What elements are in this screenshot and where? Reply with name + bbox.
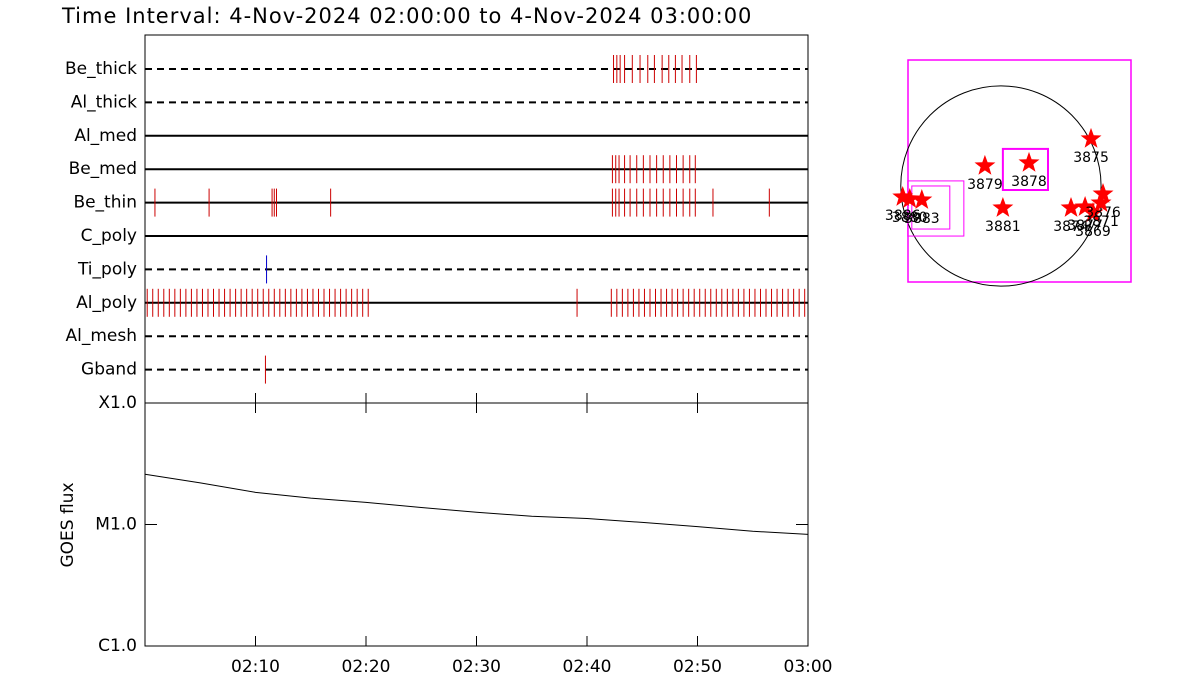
- y-tick-label: X1.0: [98, 393, 137, 413]
- region-label: 3877: [1067, 218, 1103, 234]
- region-label: 3878: [1011, 174, 1047, 190]
- row-label: Gband: [81, 360, 137, 380]
- region-label: 3875: [1073, 150, 1109, 166]
- fov-box: [911, 185, 951, 230]
- row-label: Ti_poly: [77, 259, 137, 279]
- fov-box: [1001, 147, 1049, 191]
- region-label: 3886: [885, 208, 921, 224]
- region-label: 3869: [1075, 224, 1111, 240]
- x-tick-label: 02:20: [342, 657, 391, 677]
- region-label: 3881: [985, 219, 1021, 235]
- y-axis-label: GOES flux: [58, 482, 78, 567]
- region-star: [974, 154, 996, 175]
- goes-line: [144, 473, 809, 535]
- row-label: Be_med: [69, 159, 137, 179]
- region-label: 3879: [967, 177, 1003, 193]
- row-label: Be_thin: [73, 193, 137, 213]
- region-star: [1074, 196, 1096, 216]
- region-star: [899, 188, 921, 208]
- region-star: [1080, 127, 1102, 148]
- timeline-frame: [144, 34, 809, 404]
- region-label: 3874: [1053, 219, 1089, 235]
- region-star: [1060, 197, 1082, 217]
- solar-limb: [900, 85, 1102, 287]
- row-label: C_poly: [81, 226, 137, 246]
- goes-frame: [144, 402, 809, 647]
- region-label: 3880: [892, 210, 928, 226]
- region-star: [1018, 151, 1040, 172]
- fov-box: [907, 180, 965, 237]
- map-frame: [907, 59, 1132, 283]
- region-label: 3876: [1085, 205, 1121, 221]
- region-star: [1082, 202, 1104, 222]
- region-label: 3871: [1083, 214, 1119, 230]
- x-tick-label: 02:40: [563, 657, 612, 677]
- x-tick-label: 02:30: [452, 657, 501, 677]
- row-label: Al_thick: [71, 92, 137, 112]
- region-label: 3883: [904, 211, 940, 227]
- row-label: Be_thick: [65, 59, 137, 79]
- region-star: [1090, 192, 1112, 212]
- region-star: [911, 189, 933, 209]
- row-label: Al_mesh: [65, 326, 137, 346]
- chart-title: Time Interval: 4-Nov-2024 02:00:00 to 4-…: [61, 4, 752, 28]
- region-star: [992, 197, 1014, 217]
- region-star: [1092, 183, 1114, 203]
- row-label: Al_poly: [76, 293, 137, 313]
- x-tick-label: 03:00: [784, 657, 833, 677]
- y-tick-label: M1.0: [95, 515, 137, 535]
- y-tick-label: C1.0: [98, 636, 137, 656]
- row-label: Al_med: [74, 126, 137, 146]
- x-tick-label: 02:50: [673, 657, 722, 677]
- x-tick-label: 02:10: [231, 657, 280, 677]
